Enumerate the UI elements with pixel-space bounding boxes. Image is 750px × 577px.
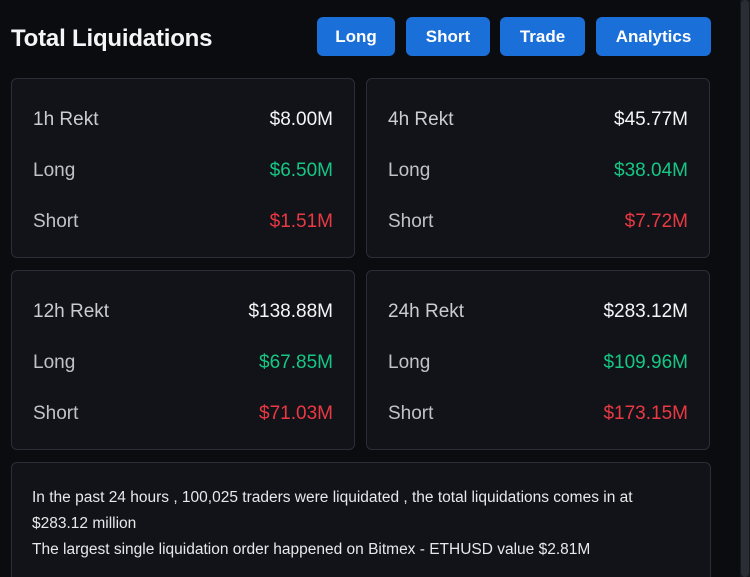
card-long-row: Long $6.50M	[33, 158, 333, 184]
card-long-label: Long	[388, 352, 431, 373]
header: Total Liquidations Long Short Trade Anal…	[11, 17, 711, 57]
card-1h-rekt: 1h Rekt $8.00M Long $6.50M Short $1.51M	[11, 78, 355, 258]
card-short-label: Short	[388, 403, 434, 424]
card-period-label: 12h Rekt	[33, 301, 110, 322]
card-short-row: Short $7.72M	[388, 209, 688, 235]
card-short-label: Short	[33, 211, 79, 232]
card-long-value: $6.50M	[269, 160, 333, 181]
card-long-value: $38.04M	[614, 160, 688, 181]
trade-button[interactable]: Trade	[500, 17, 585, 56]
page-title: Total Liquidations	[11, 25, 213, 52]
card-short-label: Short	[388, 211, 434, 232]
card-total-row: 4h Rekt $45.77M	[388, 107, 688, 133]
card-short-value: $7.72M	[624, 211, 688, 232]
card-short-row: Short $1.51M	[33, 209, 333, 235]
summary-total-text: In the past 24 hours , 100,025 traders w…	[32, 489, 633, 532]
short-button[interactable]: Short	[406, 17, 490, 56]
long-button[interactable]: Long	[317, 17, 395, 56]
summary-largest-order-text: The largest single liquidation order hap…	[32, 541, 591, 558]
card-long-row: Long $67.85M	[33, 350, 333, 376]
card-total-row: 12h Rekt $138.88M	[33, 299, 333, 325]
vertical-scrollbar[interactable]	[740, 0, 750, 577]
card-total-value: $8.00M	[269, 109, 333, 130]
scrollbar-thumb[interactable]	[741, 0, 749, 577]
card-total-value: $138.88M	[248, 301, 333, 322]
card-total-row: 24h Rekt $283.12M	[388, 299, 688, 325]
card-short-value: $1.51M	[269, 211, 333, 232]
card-long-row: Long $38.04M	[388, 158, 688, 184]
card-short-row: Short $173.15M	[388, 401, 688, 427]
card-period-label: 4h Rekt	[388, 109, 454, 130]
card-total-value: $283.12M	[603, 301, 688, 322]
card-long-label: Long	[388, 160, 431, 181]
card-period-label: 24h Rekt	[388, 301, 465, 322]
card-long-value: $109.96M	[603, 352, 688, 373]
card-short-label: Short	[33, 403, 79, 424]
card-long-value: $67.85M	[259, 352, 333, 373]
card-total-row: 1h Rekt $8.00M	[33, 107, 333, 133]
card-short-value: $71.03M	[259, 403, 333, 424]
card-long-label: Long	[33, 352, 76, 373]
card-long-label: Long	[33, 160, 76, 181]
card-4h-rekt: 4h Rekt $45.77M Long $38.04M Short $7.72…	[366, 78, 710, 258]
card-short-row: Short $71.03M	[33, 401, 333, 427]
card-total-value: $45.77M	[614, 109, 688, 130]
card-12h-rekt: 12h Rekt $138.88M Long $67.85M Short $71…	[11, 270, 355, 450]
card-period-label: 1h Rekt	[33, 109, 99, 130]
analytics-button[interactable]: Analytics	[596, 17, 711, 56]
card-short-value: $173.15M	[603, 403, 688, 424]
liquidation-summary: In the past 24 hours , 100,025 traders w…	[11, 462, 711, 577]
card-long-row: Long $109.96M	[388, 350, 688, 376]
card-24h-rekt: 24h Rekt $283.12M Long $109.96M Short $1…	[366, 270, 710, 450]
